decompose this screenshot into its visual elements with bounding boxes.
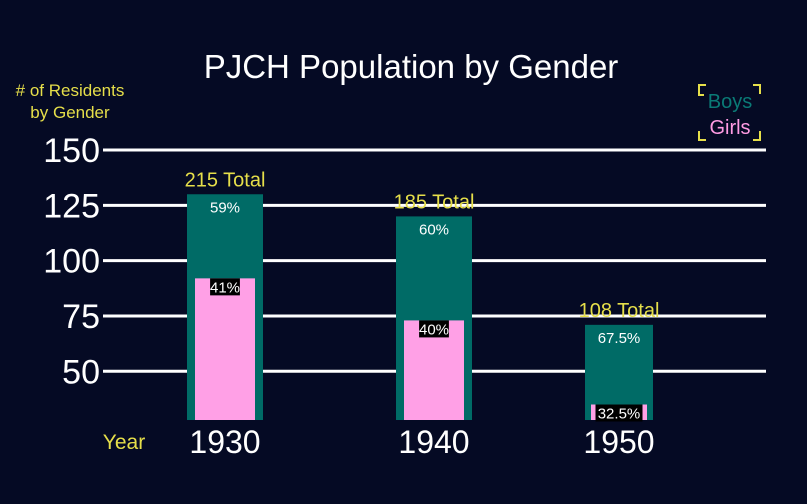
x-axis-label: Year bbox=[103, 431, 145, 454]
girls-percent-label-1930: 41% bbox=[210, 279, 240, 296]
y-axis-label-line1: # of Residents bbox=[16, 81, 125, 100]
total-label-1950: 108 Total bbox=[579, 300, 660, 322]
total-label-1930: 215 Total bbox=[185, 169, 266, 191]
girls-percent-label-1950: 32.5% bbox=[598, 406, 641, 423]
boys-percent-label-1950: 67.5% bbox=[598, 330, 641, 347]
legend-bracket-right bbox=[753, 84, 761, 94]
girls-percent-label-bg-1930 bbox=[210, 278, 240, 296]
y-tick-label-100: 100 bbox=[43, 243, 100, 281]
x-tick-label-1950: 1950 bbox=[583, 424, 654, 460]
y-tick-label-125: 125 bbox=[43, 187, 100, 225]
y-axis-label-line2: by Gender bbox=[30, 103, 110, 122]
girls-percent-label-1940: 40% bbox=[419, 321, 449, 338]
girls-percent-label-bg-1950 bbox=[595, 404, 643, 422]
y-tick-label-150: 150 bbox=[43, 132, 100, 170]
boys-percent-label-1930: 59% bbox=[210, 199, 240, 216]
bars: 215 Total 59% 41% 185 Total 60% 40% 108 Total 6… bbox=[185, 169, 660, 422]
legend: Boys Girls bbox=[698, 84, 761, 141]
y-tick-label-50: 50 bbox=[62, 353, 100, 391]
x-tick-label-1930: 1930 bbox=[189, 424, 260, 460]
legend-label-girls: Girls bbox=[709, 117, 750, 139]
bar-girls-1930 bbox=[195, 278, 255, 420]
legend-bracket-bottom-left bbox=[698, 131, 706, 141]
legend-label-boys: Boys bbox=[708, 91, 752, 113]
x-tick-label-1940: 1940 bbox=[398, 424, 469, 460]
boys-percent-label-1940: 60% bbox=[419, 221, 449, 238]
total-label-1940: 185 Total bbox=[394, 191, 475, 213]
girls-percent-label-bg-1940 bbox=[419, 320, 449, 338]
legend-bracket-bottom-right bbox=[753, 131, 761, 141]
x-tick-labels: 1930 1940 1950 bbox=[189, 424, 654, 460]
y-tick-label-75: 75 bbox=[62, 298, 100, 336]
bar-boys-1950 bbox=[585, 324, 653, 420]
chart-title: PJCH Population by Gender bbox=[204, 48, 619, 85]
legend-bracket-left bbox=[698, 84, 706, 94]
y-tick-labels: 50 75 100 125 150 bbox=[43, 132, 100, 391]
